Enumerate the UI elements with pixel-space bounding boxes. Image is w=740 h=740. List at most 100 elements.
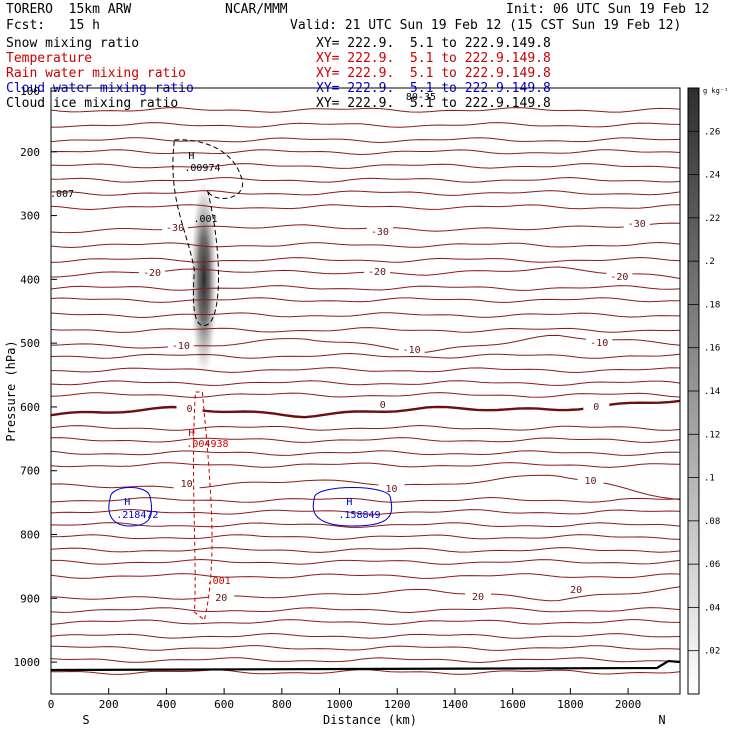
colorbar-tick-label: .12 — [704, 430, 720, 440]
y-tick-label: 900 — [20, 592, 40, 605]
center-name: NCAR/MMM — [225, 2, 288, 17]
colorbar-tick-label: .08 — [704, 517, 720, 527]
colorbar-tick-label: .16 — [704, 344, 720, 354]
model-title: TORERO 15km ARW — [6, 2, 132, 17]
isotherm-line — [51, 522, 680, 528]
colorbar: .02 .04 .06 .08 .1 .12 .14 .16 .18 .2 .22 .24 .26 g k… — [687, 87, 728, 695]
isotherm-label: -20 — [610, 272, 628, 283]
isotherm-line — [51, 424, 680, 431]
isotherm-line — [51, 632, 680, 639]
cloud-ice-edge-label: .007 — [50, 189, 74, 200]
isotherm-label: -10 — [172, 341, 190, 352]
x-tick-label: 1800 — [557, 698, 584, 711]
isotherm-label: 0 — [186, 404, 192, 415]
isotherm-line — [51, 508, 680, 515]
rain-water-max-marker: H — [188, 428, 194, 439]
plot-frame — [50, 87, 681, 695]
cloud-ice-contour-label: .001 — [193, 214, 217, 225]
y-axis-title: Pressure (hPa) — [4, 340, 18, 441]
isotherm-line — [51, 645, 680, 651]
isotherm-label: -10 — [590, 338, 608, 349]
isotherm-label: 20 — [215, 593, 227, 604]
colorbar-tick-label: .02 — [704, 647, 720, 657]
field-xsec-cloud-ice: XY= 222.9. 5.1 to 222.9.149.8 — [316, 96, 551, 111]
isotherm-line — [51, 392, 680, 398]
colorbar-tick-label: .06 — [704, 560, 720, 570]
isotherm-lines — [51, 107, 680, 675]
cloud-water-contour — [312, 487, 393, 527]
hydrometeor-contours — [108, 139, 393, 621]
isotherm-label: 10 — [585, 476, 597, 487]
isotherm-labels: -30 -30 -30 -20 -20 -20 -10 -10 -10 0 0 0 10 10 10 20 20… — [138, 217, 650, 604]
colorbar-tick-label: .2 — [704, 257, 715, 267]
isotherm-line--30 — [51, 222, 680, 234]
isotherm-label: 0 — [380, 400, 386, 411]
y-tick-label: 400 — [20, 273, 40, 286]
isotherm-label: 20 — [570, 585, 582, 596]
top-label-fragment: 80-35 — [406, 92, 436, 103]
isotherm-label: -30 — [628, 219, 646, 230]
x-tick-label: 0 — [48, 698, 55, 711]
valid-time: Valid: 21 UTC Sun 19 Feb 12 (15 CST Sun … — [290, 18, 682, 33]
isotherm-line — [51, 352, 680, 359]
isotherm-label: 20 — [472, 592, 484, 603]
colorbar-tick-label: .14 — [704, 387, 720, 397]
annotations: H.00974.001.007H.004938.001H.218472H.158… — [50, 92, 436, 587]
isotherm-label: -10 — [403, 345, 421, 356]
isotherm-label: 10 — [385, 484, 397, 495]
y-tick-label: 300 — [20, 210, 40, 223]
isotherm-line — [51, 285, 680, 291]
colorbar-tick-label: .22 — [704, 214, 720, 224]
isotherm-label: 0 — [593, 402, 599, 413]
isotherm-label: -20 — [368, 267, 386, 278]
south-endpoint-label: S — [82, 713, 89, 727]
field-name-temperature: Temperature — [6, 51, 93, 66]
isotherm-line — [51, 558, 680, 565]
isotherm-line-20 — [51, 586, 680, 602]
isotherm-line — [51, 190, 680, 196]
colorbar-tick-label: .24 — [704, 171, 720, 181]
terrain-surface — [51, 659, 680, 672]
isotherm-line — [51, 204, 680, 211]
isotherm-line — [51, 462, 680, 468]
colorbar-tick-label: .04 — [704, 603, 720, 613]
isotherm-line — [51, 107, 680, 113]
isotherm-line — [51, 496, 680, 503]
forecast-hour: Fcst: 15 h — [6, 18, 100, 33]
field-xsec-snow: XY= 222.9. 5.1 to 222.9.149.8 — [316, 36, 551, 51]
north-endpoint-label: N — [658, 713, 665, 727]
isotherm-line — [51, 534, 680, 540]
isotherm-line — [51, 607, 680, 614]
isotherm-line — [51, 297, 680, 303]
x-tick-label: 1000 — [326, 698, 353, 711]
y-tick-label: 1000 — [14, 656, 41, 669]
cloud-water-max-marker: H — [346, 497, 352, 508]
isotherm-line — [51, 312, 680, 319]
isotherm-line-0 — [51, 399, 680, 419]
isotherm-line--10 — [51, 334, 680, 353]
isotherm-line — [51, 547, 680, 553]
cloud-ice-contour — [172, 139, 244, 326]
colorbar-unit: g kg⁻¹ — [703, 87, 728, 95]
cloud-water-max-label: .158849 — [338, 510, 380, 521]
isotherm-line — [51, 380, 680, 386]
isotherm-line — [51, 367, 680, 373]
isotherm-label: -20 — [143, 268, 161, 279]
isotherm-line-10 — [51, 474, 680, 501]
isotherm-line — [51, 437, 680, 443]
y-tick-label: 200 — [20, 146, 40, 159]
y-tick-label: 500 — [20, 337, 40, 350]
isotherm-line — [51, 573, 680, 579]
rain-water-contour-label: .001 — [207, 576, 231, 587]
isotherm-line — [51, 619, 680, 625]
y-tick-label: 700 — [20, 465, 40, 478]
field-xsec-rain: XY= 222.9. 5.1 to 222.9.149.8 — [316, 66, 551, 81]
rain-water-max-label: .004938 — [186, 439, 228, 450]
isotherm-line — [51, 163, 680, 169]
x-tick-label: 1200 — [384, 698, 411, 711]
isotherm-label: -30 — [166, 223, 184, 234]
colorbar-tick-label: .26 — [704, 127, 720, 137]
isotherm-label: 10 — [181, 479, 193, 490]
